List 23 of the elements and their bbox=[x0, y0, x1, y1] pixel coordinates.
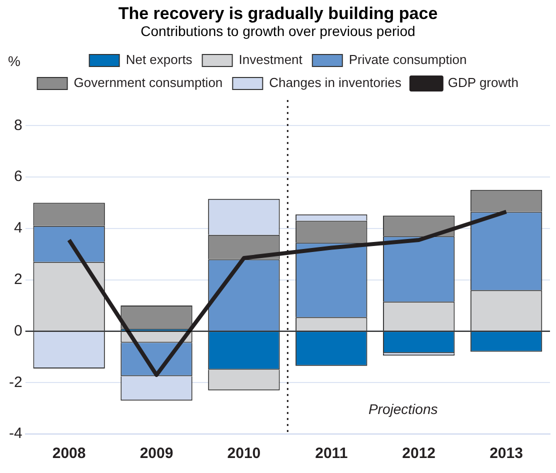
legend-label: Net exports bbox=[126, 52, 193, 68]
annotation: Projections bbox=[368, 400, 438, 417]
y-axis-title: % bbox=[8, 52, 20, 69]
y-tick-label: 6 bbox=[14, 168, 22, 186]
legend-label: Changes in inventories bbox=[269, 75, 402, 90]
chart-subtitle: Contributions to growth over previous period bbox=[140, 23, 416, 39]
x-tick-label: 2011 bbox=[315, 445, 348, 462]
x-tick-label: 2010 bbox=[227, 445, 261, 462]
y-tick-label: 8 bbox=[14, 116, 22, 134]
x-tick-label: 2012 bbox=[402, 445, 436, 462]
y-tick-label: 2 bbox=[14, 270, 22, 288]
legend-label: Investment bbox=[238, 52, 303, 68]
y-tick-label: -2 bbox=[8, 374, 22, 391]
y-tick-label: 0 bbox=[14, 322, 22, 340]
legend-label: Government consumption bbox=[74, 75, 223, 90]
legend-label: GDP growth bbox=[448, 75, 518, 90]
x-tick-label: 2013 bbox=[490, 445, 523, 462]
x-tick-label: 2009 bbox=[140, 445, 174, 462]
chart-title: The recovery is gradually building pace bbox=[117, 4, 439, 24]
legend-label: Private consumption bbox=[348, 52, 467, 68]
y-tick-label: 4 bbox=[14, 220, 22, 237]
y-tick-label: -4 bbox=[8, 425, 22, 442]
x-tick-label: 2008 bbox=[52, 445, 86, 462]
